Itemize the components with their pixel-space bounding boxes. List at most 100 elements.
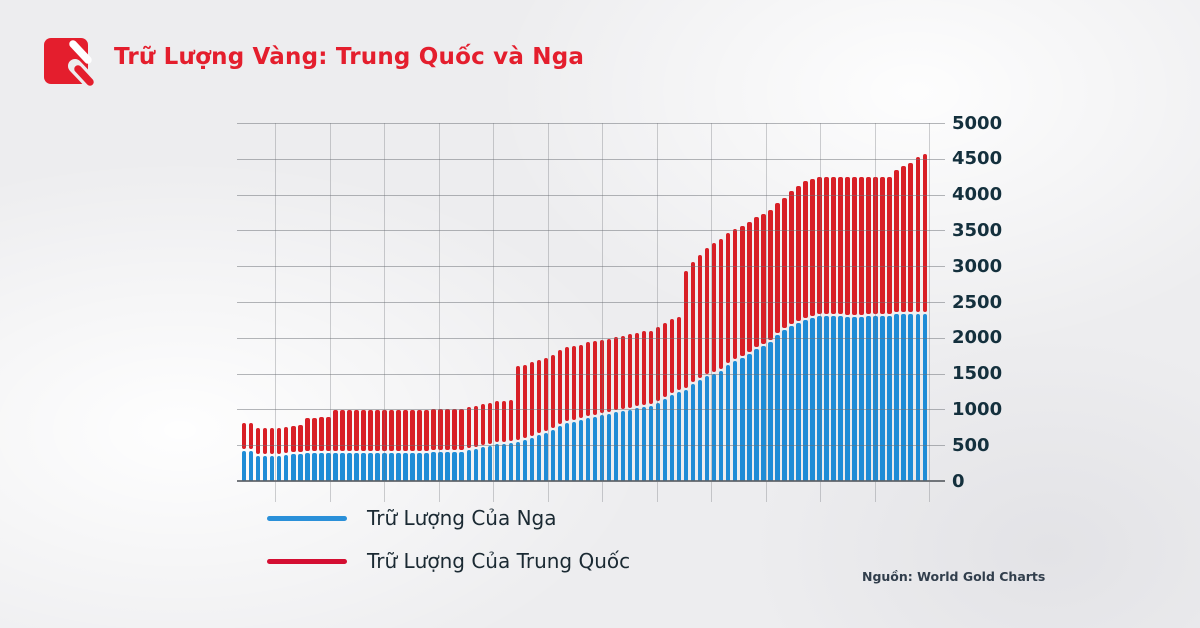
bar-2021-Q1 (845, 177, 850, 481)
china-segment (676, 316, 682, 391)
bar-1999-Q4 (249, 423, 254, 481)
gold-reserves-chart: 0 500 1000 1500 2000 2500 3000 3500 4000 4500 5000 (237, 112, 1017, 512)
russia-segment (606, 414, 612, 481)
bar-2009-Q2 (515, 366, 520, 481)
russia-segment (810, 318, 815, 481)
russia-segment (347, 453, 352, 481)
russia-segment (501, 443, 506, 481)
china-segment (852, 177, 857, 315)
x-gridline (929, 123, 930, 502)
russia-segment (894, 314, 899, 481)
china-segment (592, 341, 598, 415)
bar-2007-Q4 (473, 405, 478, 481)
bar-2011-Q1 (564, 347, 570, 481)
russia-segment (298, 453, 303, 481)
russia-segment (242, 450, 247, 481)
china-segment (894, 170, 899, 313)
russia-segment (915, 314, 920, 481)
china-segment (648, 331, 654, 405)
bar-2021-Q4 (866, 176, 871, 481)
russia-segment (901, 314, 906, 481)
x-gridline (602, 123, 603, 502)
china-segment (683, 271, 689, 388)
bar-2013-Q2 (627, 334, 633, 481)
bar-2023-Q4 (922, 153, 927, 481)
bar-2009-Q4 (529, 362, 535, 481)
x-gridline (656, 123, 658, 502)
russia-segment (676, 392, 682, 481)
legend-item-china: Trữ Lượng Của Trung Quốc (267, 547, 630, 575)
russia-segment (312, 453, 317, 481)
russia-segment (466, 450, 471, 481)
y-gridline-5000 (237, 123, 945, 124)
russia-segment (375, 453, 380, 481)
china-segment (494, 401, 499, 443)
x-gridline (329, 123, 331, 502)
russia-segment (740, 358, 745, 481)
russia-segment (585, 417, 591, 481)
x-gridline (711, 123, 712, 502)
russia-segment (564, 422, 570, 481)
china-segment (915, 157, 920, 313)
china-segment (522, 364, 528, 439)
y-gridline-3500 (237, 230, 945, 232)
russia-segment (494, 444, 499, 481)
russia-segment (796, 322, 801, 481)
russia-segment (410, 453, 415, 481)
russia-segment (550, 430, 556, 481)
russia-segment (845, 316, 850, 481)
china-segment (880, 176, 885, 315)
china-segment (789, 190, 794, 324)
russia-segment (803, 320, 808, 481)
russia-segment (880, 316, 885, 481)
y-axis-label-500: 500 (952, 434, 990, 456)
russia-segment (922, 313, 927, 481)
bar-2011-Q3 (578, 344, 584, 481)
bar-2001-Q4 (305, 417, 310, 481)
china-segment (263, 428, 268, 455)
russia-segment (641, 406, 647, 481)
china-segment (698, 254, 703, 378)
russia-segment (277, 455, 282, 481)
russia-segment (592, 416, 598, 481)
bar-2000-Q1 (256, 427, 261, 481)
russia-segment (698, 379, 703, 481)
china-segment (620, 335, 626, 410)
bar-2022-Q3 (887, 176, 892, 481)
bar-1999-Q3 (242, 422, 247, 481)
china-segment (466, 407, 471, 449)
china-segment (866, 176, 871, 315)
bar-2014-Q4 (669, 319, 675, 481)
russia-segment (859, 316, 864, 481)
russia-segment (522, 440, 528, 481)
russia-segment (557, 425, 563, 481)
bar-2000-Q2 (263, 428, 268, 481)
bar-2015-Q3 (691, 261, 696, 481)
bar-2009-Q3 (522, 364, 528, 481)
bar-2015-Q1 (676, 316, 682, 481)
bar-2001-Q2 (291, 425, 296, 481)
bar-series-area (242, 113, 928, 481)
bar-2017-Q3 (747, 221, 752, 481)
y-axis-label-1000: 1000 (952, 398, 1003, 420)
bar-2019-Q3 (803, 181, 808, 481)
bar-2020-Q3 (831, 176, 836, 481)
legend-swatch-china (267, 558, 347, 564)
china-segment (270, 428, 275, 455)
source-note: Nguồn: World Gold Charts (862, 569, 1046, 584)
russia-segment (866, 316, 871, 481)
y-axis-label-1500: 1500 (952, 363, 1003, 385)
bar-2022-Q2 (880, 176, 885, 481)
bar-2011-Q2 (571, 346, 577, 481)
china-segment (284, 426, 289, 453)
bar-2013-Q4 (641, 331, 647, 481)
bar-2008-Q4 (501, 400, 506, 481)
x-gridline (874, 123, 876, 502)
china-segment (501, 400, 506, 442)
y-axis-label-2000: 2000 (952, 327, 1003, 349)
china-segment (831, 176, 836, 315)
russia-segment (340, 453, 345, 481)
bar-2013-Q1 (620, 335, 626, 481)
x-gridline (493, 123, 494, 502)
bar-2018-Q2 (768, 209, 773, 481)
